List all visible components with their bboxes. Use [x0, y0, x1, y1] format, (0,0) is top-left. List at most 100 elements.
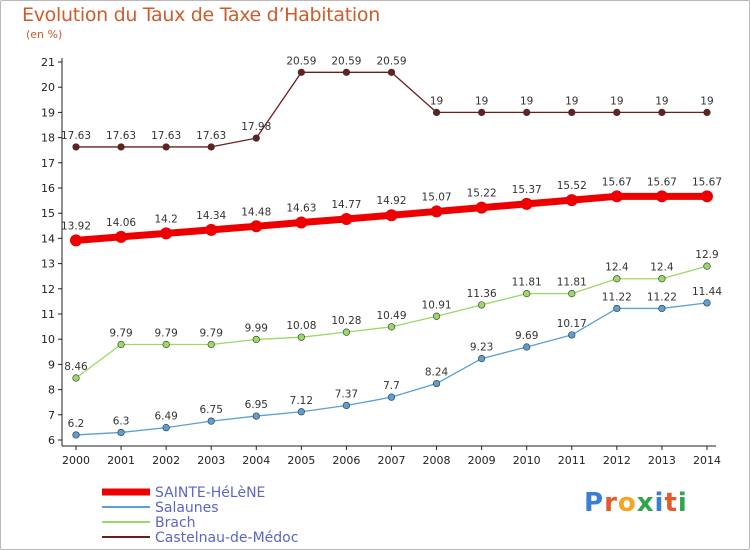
logo-letter: t: [664, 488, 678, 518]
data-label: 20.59: [331, 55, 361, 67]
data-point: [297, 408, 305, 416]
data-point: [523, 289, 531, 298]
data-point: [72, 431, 80, 439]
y-tick-label: 16: [41, 182, 55, 195]
data-label: 19: [565, 95, 578, 107]
data-label: 17.63: [106, 130, 136, 142]
data-point: [387, 393, 396, 401]
data-point: [703, 262, 711, 270]
data-point: [568, 289, 576, 298]
data-label: 19: [430, 95, 443, 107]
data-point: [703, 299, 711, 307]
data-label: 20.59: [376, 55, 406, 67]
data-point: [340, 212, 353, 225]
data-point: [703, 108, 711, 116]
data-point: [658, 304, 666, 313]
data-label: 11.22: [602, 291, 632, 303]
data-point: [430, 205, 443, 218]
legend-label: SAINTE-HéLèNE: [155, 485, 265, 501]
data-label: 10.17: [557, 318, 587, 330]
data-point: [117, 340, 125, 349]
x-tick-label: 2014: [693, 454, 721, 467]
y-tick-label: 21: [41, 56, 55, 69]
data-label: 13.92: [61, 220, 91, 232]
data-point: [478, 108, 486, 116]
data-label: 10.49: [376, 310, 406, 322]
data-point: [162, 340, 170, 349]
proxiti-logo: Proxiti: [584, 488, 688, 518]
data-label: 11.81: [512, 277, 542, 289]
data-point: [520, 197, 533, 210]
data-label: 11.44: [692, 286, 722, 298]
data-label: 11.81: [557, 277, 587, 289]
data-point: [478, 355, 486, 363]
data-point: [160, 227, 173, 240]
data-point: [432, 108, 441, 116]
logo-letter: i: [677, 488, 688, 518]
y-tick-label: 10: [41, 333, 55, 346]
data-label: 6.49: [154, 411, 177, 423]
x-tick-label: 2007: [377, 454, 405, 467]
data-point: [252, 335, 260, 344]
x-tick-label: 2011: [558, 454, 586, 467]
data-point: [207, 340, 215, 349]
y-tick-label: 7: [48, 409, 55, 422]
data-label: 19: [700, 95, 713, 107]
data-point: [250, 220, 263, 233]
data-label: 17.98: [241, 121, 271, 133]
data-label: 8.46: [64, 361, 88, 373]
data-point: [295, 216, 308, 229]
x-tick-label: 2010: [513, 454, 541, 467]
legend-label: Salaunes: [155, 500, 219, 516]
data-point: [297, 68, 305, 76]
data-label: 8.24: [425, 367, 449, 379]
logo-letter: P: [584, 488, 605, 518]
data-point: [475, 201, 488, 214]
data-label: 15.37: [512, 184, 542, 196]
data-label: 9.79: [154, 327, 177, 339]
x-tick-label: 2005: [287, 454, 315, 467]
data-label: 15.52: [557, 180, 587, 192]
data-point: [342, 328, 351, 336]
logo-letter: r: [604, 488, 618, 518]
legend-label: Castelnau-de-Médoc: [155, 530, 298, 546]
data-point: [205, 223, 218, 236]
data-label: 17.63: [61, 130, 91, 142]
x-tick-label: 2004: [242, 454, 270, 467]
data-label: 10.28: [331, 315, 361, 327]
data-label: 14.48: [241, 206, 271, 218]
x-tick-label: 2013: [648, 454, 676, 467]
logo-letter: o: [617, 488, 637, 518]
data-label: 12.4: [650, 262, 674, 274]
data-point: [478, 301, 486, 309]
data-point: [655, 190, 668, 203]
y-tick-label: 18: [41, 132, 55, 145]
y-tick-label: 6: [48, 434, 55, 447]
data-label: 9.79: [109, 327, 132, 339]
x-tick-label: 2003: [197, 454, 225, 467]
data-label: 19: [520, 95, 533, 107]
data-point: [523, 108, 531, 116]
x-tick-label: 2009: [468, 454, 496, 467]
data-label: 9.79: [200, 327, 223, 339]
data-label: 6.75: [200, 404, 223, 416]
y-tick-label: 17: [41, 157, 55, 170]
data-label: 20.59: [286, 55, 316, 67]
data-point: [115, 230, 128, 243]
data-point: [432, 312, 441, 320]
data-point: [252, 412, 260, 420]
data-point: [658, 108, 666, 116]
data-label: 9.69: [515, 330, 538, 342]
data-point: [613, 108, 621, 116]
y-tick-label: 20: [41, 81, 55, 94]
data-point: [72, 374, 80, 382]
legend-label: Brach: [155, 515, 196, 531]
data-label: 11.36: [467, 288, 497, 300]
data-label: 7.37: [335, 388, 358, 400]
data-point: [342, 68, 351, 76]
data-point: [162, 143, 170, 151]
y-tick-label: 11: [41, 308, 55, 321]
data-label: 10.08: [286, 320, 316, 332]
